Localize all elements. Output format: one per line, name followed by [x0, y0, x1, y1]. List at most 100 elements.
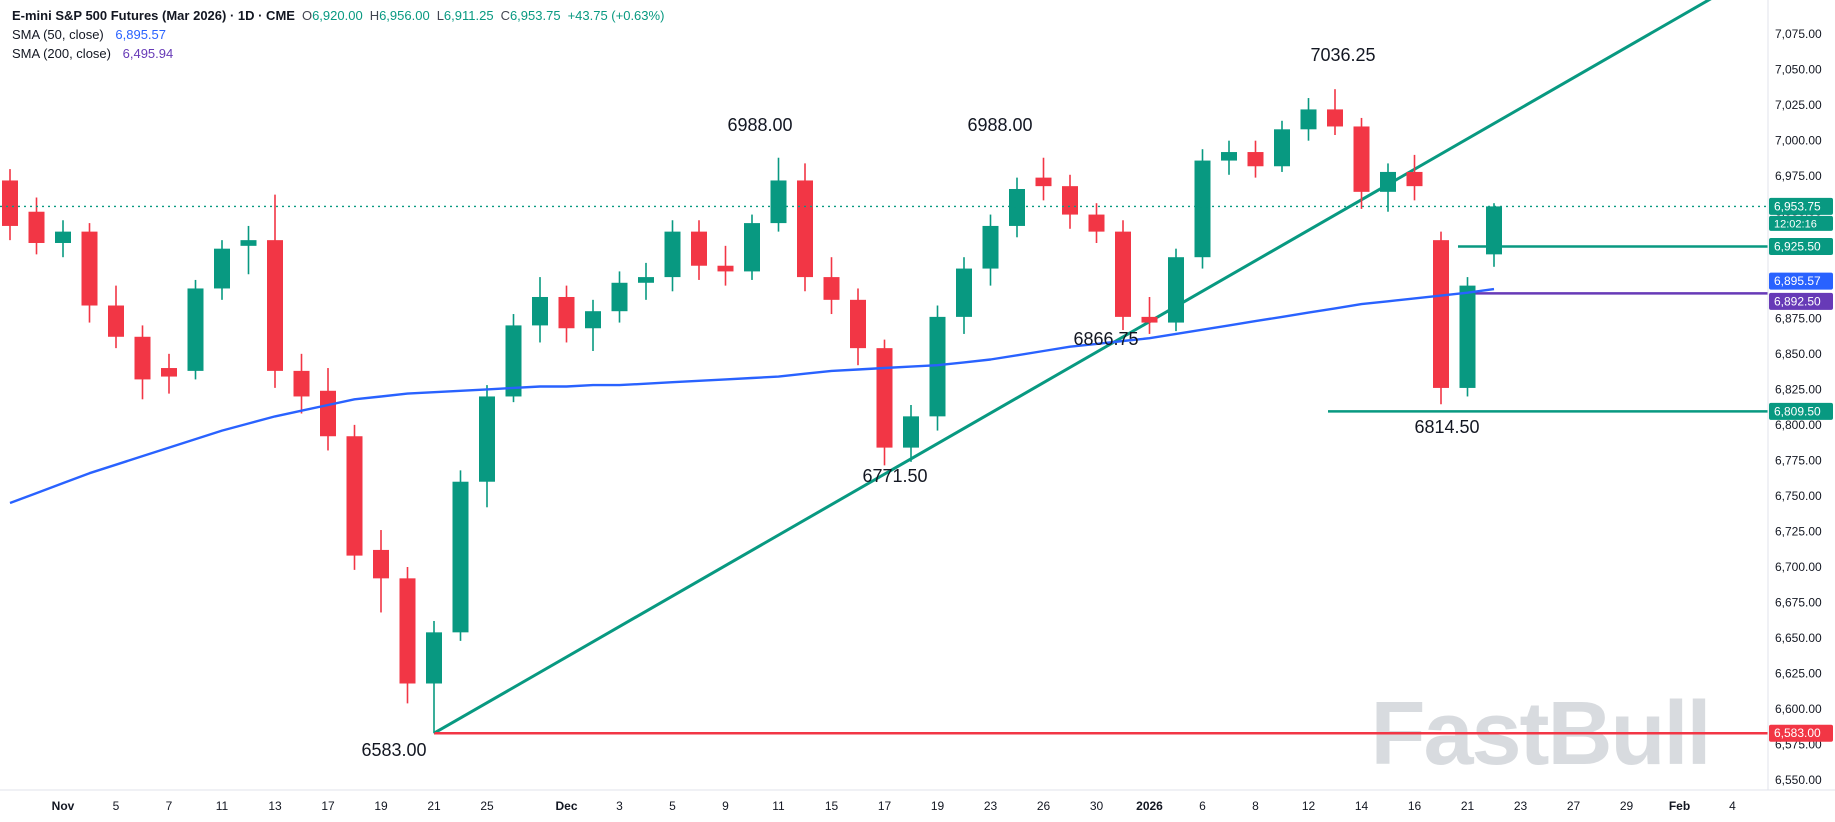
time-axis[interactable]	[0, 790, 1835, 822]
candle-Jan-13[interactable]	[1327, 109, 1343, 127]
axis-price-label: 6,953.75	[1774, 199, 1821, 213]
x-tick-label[interactable]: 21	[1461, 799, 1475, 813]
candle-Dec-17[interactable]	[876, 348, 893, 448]
x-tick-label[interactable]: 7	[166, 799, 173, 813]
x-tick-label[interactable]: 11	[772, 799, 785, 813]
candle-Dec-11[interactable]	[770, 180, 787, 224]
candle-Dec-8[interactable]	[691, 231, 707, 266]
candle-Dec-10[interactable]	[744, 223, 760, 272]
x-tick-label[interactable]: 23	[1514, 799, 1528, 813]
candle-Dec-19[interactable]	[929, 316, 946, 417]
candle-Dec-15[interactable]	[823, 277, 840, 300]
x-tick-label[interactable]: 17	[321, 799, 335, 813]
candle-Nov-11[interactable]	[214, 248, 230, 289]
x-tick-label[interactable]: 9	[722, 799, 729, 813]
candle-Nov-26[interactable]	[505, 325, 522, 397]
candle-Jan-16[interactable]	[1406, 171, 1423, 187]
x-tick-label[interactable]: 23	[984, 799, 998, 813]
candle-Nov-20[interactable]	[399, 578, 416, 684]
x-tick-label[interactable]: 17	[878, 799, 892, 813]
trendline-drawing[interactable]	[433, 0, 1768, 735]
x-tick-label[interactable]: 11	[216, 799, 229, 813]
candle-Dec-1[interactable]	[558, 296, 575, 329]
candle-Nov-17[interactable]	[320, 390, 336, 437]
candle-Nov-19[interactable]	[373, 549, 389, 579]
candle-Jan-20[interactable]	[1433, 240, 1449, 388]
instrument-title[interactable]: E-mini S&P 500 Futures (Mar 2026) · 1D ·…	[12, 8, 295, 23]
x-tick-label[interactable]: 8	[1252, 799, 1259, 813]
x-tick-label[interactable]: 5	[669, 799, 676, 813]
candle-Dec-23[interactable]	[982, 225, 999, 269]
x-tick-label[interactable]: Dec	[555, 799, 577, 813]
candle-Nov-14[interactable]	[293, 370, 310, 397]
candle-Oct-30[interactable]	[2, 180, 18, 226]
x-tick-label[interactable]: 2026	[1136, 799, 1163, 813]
candle-Dec-9[interactable]	[717, 265, 734, 272]
candle-Dec-3[interactable]	[611, 282, 628, 312]
candle-Nov-7[interactable]	[161, 368, 177, 377]
candle-Nov-24[interactable]	[452, 481, 469, 633]
candle-Dec-31[interactable]	[1115, 231, 1131, 317]
candle-Dec-5[interactable]	[664, 231, 681, 278]
legend-main-row: E-mini S&P 500 Futures (Mar 2026) · 1D ·…	[12, 6, 664, 25]
indicator-sma200[interactable]: SMA (200, close) 6,495.94	[12, 44, 664, 63]
candle-Jan-7[interactable]	[1221, 152, 1237, 161]
x-tick-label[interactable]: 19	[931, 799, 945, 813]
candle-Dec-16[interactable]	[850, 299, 866, 349]
candle-Nov-6[interactable]	[134, 336, 151, 380]
x-tick-label[interactable]: 29	[1620, 799, 1634, 813]
x-tick-label[interactable]: 14	[1355, 799, 1369, 813]
candle-Nov-28[interactable]	[532, 296, 548, 326]
x-tick-label[interactable]: Nov	[52, 799, 75, 813]
x-tick-label[interactable]: 5	[113, 799, 120, 813]
candle-Dec-4[interactable]	[638, 277, 654, 283]
candle-Nov-3[interactable]	[55, 231, 71, 243]
x-tick-label[interactable]: 25	[480, 799, 494, 813]
candle-Dec-29[interactable]	[1062, 186, 1078, 215]
candle-Jan-5[interactable]	[1168, 257, 1184, 323]
candle-Jan-14[interactable]	[1353, 126, 1370, 192]
candle-Dec-26[interactable]	[1035, 177, 1052, 187]
candle-Jan-21[interactable]	[1459, 285, 1476, 388]
candle-Dec-24[interactable]	[1009, 188, 1025, 226]
x-tick-label[interactable]: 16	[1408, 799, 1422, 813]
candle-Jan-9[interactable]	[1274, 129, 1290, 167]
axis-price-label-box	[1769, 238, 1833, 256]
candle-Dec-22[interactable]	[956, 268, 972, 317]
candle-Nov-12[interactable]	[240, 240, 257, 246]
candle-Nov-18[interactable]	[346, 436, 363, 556]
indicator-sma50[interactable]: SMA (50, close) 6,895.57	[12, 25, 664, 44]
sma50-line[interactable]	[9, 287, 1495, 505]
x-tick-label[interactable]: 26	[1037, 799, 1051, 813]
x-tick-label[interactable]: 4	[1729, 799, 1736, 813]
candle-Dec-18[interactable]	[903, 416, 919, 448]
candle-Nov-10[interactable]	[187, 288, 204, 371]
x-tick-label[interactable]: 13	[268, 799, 282, 813]
ohlc-value-C: 6,953.75	[509, 8, 561, 23]
candle-Dec-30[interactable]	[1088, 214, 1105, 232]
candle-Jan-8[interactable]	[1247, 152, 1264, 167]
x-tick-label[interactable]: 27	[1567, 799, 1581, 813]
candle-Nov-25[interactable]	[479, 396, 495, 482]
candle-Jan-15[interactable]	[1380, 171, 1396, 192]
candle-Dec-2[interactable]	[585, 311, 601, 329]
candle-Jan-6[interactable]	[1194, 160, 1211, 258]
candle-Jan-22[interactable]	[1486, 206, 1502, 255]
candle-Dec-12[interactable]	[797, 180, 813, 278]
x-tick-label[interactable]: Feb	[1669, 799, 1690, 813]
candle-Nov-21[interactable]	[426, 632, 442, 684]
x-tick-label[interactable]: 3	[616, 799, 623, 813]
candle-Jan-12[interactable]	[1300, 109, 1317, 130]
x-tick-label[interactable]: 6	[1199, 799, 1206, 813]
x-tick-label[interactable]: 21	[427, 799, 441, 813]
x-tick-label[interactable]: 30	[1090, 799, 1104, 813]
candle-Oct-31[interactable]	[28, 211, 45, 243]
x-tick-label[interactable]: 12	[1302, 799, 1316, 813]
candle-Jan-2[interactable]	[1141, 316, 1158, 323]
candle-Nov-4[interactable]	[81, 231, 98, 306]
x-tick-label[interactable]: 15	[825, 799, 839, 813]
candle-Nov-13[interactable]	[267, 240, 283, 371]
candle-Nov-5[interactable]	[108, 305, 124, 337]
x-tick-label[interactable]: 19	[374, 799, 388, 813]
